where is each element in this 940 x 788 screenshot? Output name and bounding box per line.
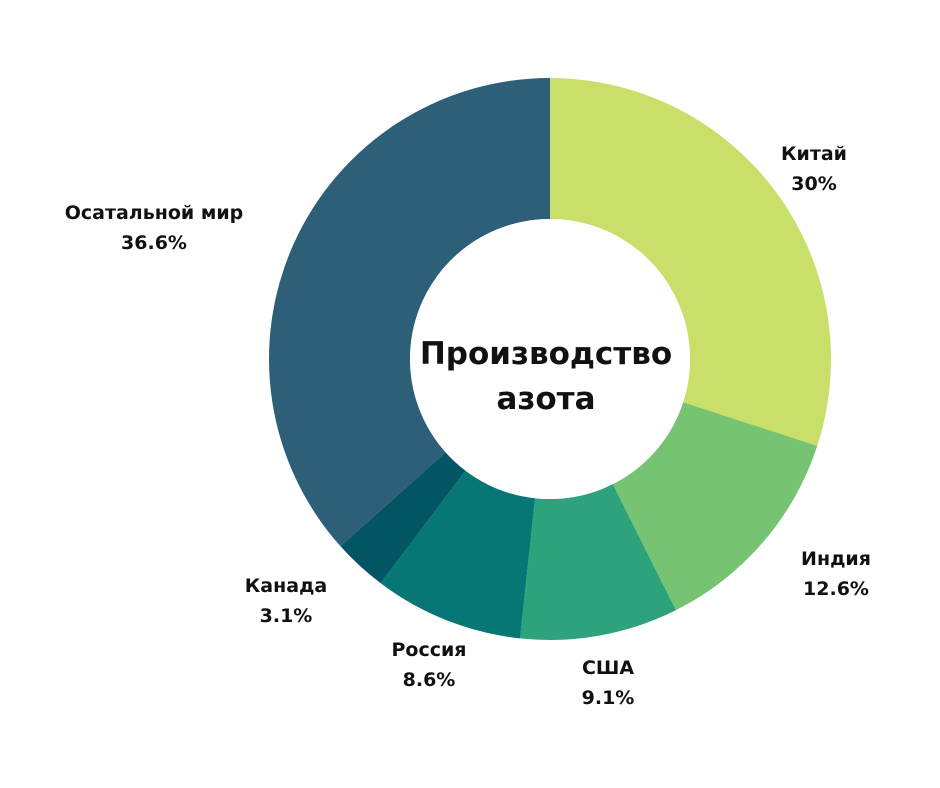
labels-group: Китай 30% Индия 12.6% США 9.1% Россия 8.6% Канад… <box>65 143 871 709</box>
slice-label-4: Канада <box>245 575 327 597</box>
slice-label-2: США <box>582 657 634 679</box>
slice-5 <box>269 78 550 547</box>
slice-4 <box>340 452 466 584</box>
slice-label-3: Россия <box>391 639 466 661</box>
slice-label-0: Китай <box>781 143 847 165</box>
slice-label-1: Индия <box>801 548 871 570</box>
slice-value-5: 36.6% <box>121 232 187 254</box>
donut-hole <box>410 219 690 499</box>
slice-0 <box>550 78 831 446</box>
slice-value-2: 9.1% <box>582 687 635 709</box>
slice-3 <box>380 470 536 639</box>
slice-1 <box>612 402 818 611</box>
slice-value-0: 30% <box>791 173 836 195</box>
slice-2 <box>520 484 676 640</box>
slice-value-3: 8.6% <box>403 669 456 691</box>
slice-value-4: 3.1% <box>260 605 313 627</box>
slice-value-1: 12.6% <box>803 578 869 600</box>
slices-group <box>269 78 831 640</box>
center-title-line-2: азота <box>496 381 595 417</box>
center-title-line-1: Производство <box>420 336 672 372</box>
slice-label-5: Осатальной мир <box>65 202 244 224</box>
